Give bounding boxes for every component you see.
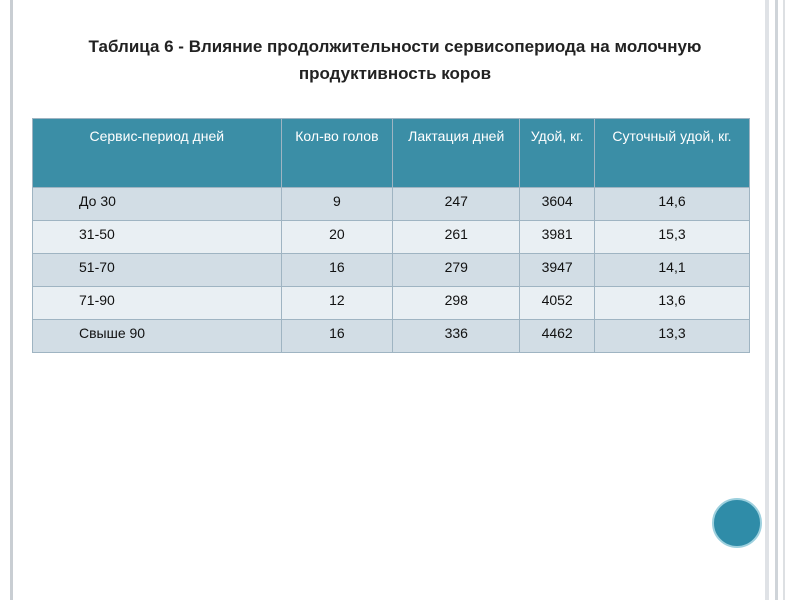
table-cell: 71-90	[32, 286, 282, 320]
table-cell: 3604	[519, 187, 595, 221]
table-cell: 16	[280, 253, 394, 287]
table-cell: 15,3	[594, 220, 750, 254]
table-cell: 12	[280, 286, 394, 320]
table-cell: 247	[392, 187, 521, 221]
table-cell: 261	[392, 220, 521, 254]
table-cell: 14,6	[594, 187, 750, 221]
table-cell: До 30	[32, 187, 282, 221]
table-cell: 14,1	[594, 253, 750, 287]
table-body: До 30 9 247 3604 14,6 31-50 20 261 3981 15,3 51-70…	[32, 187, 750, 353]
column-header: Лактация дней	[392, 118, 521, 188]
table-row: До 30 9 247 3604 14,6	[32, 187, 750, 221]
table-cell: 13,3	[594, 319, 750, 353]
table-cell: 31-50	[32, 220, 282, 254]
table-cell: 298	[392, 286, 521, 320]
table-cell: 3947	[519, 253, 595, 287]
table-cell: 13,6	[594, 286, 750, 320]
table-row: 71-90 12 298 4052 13,6	[32, 286, 750, 320]
table-cell: 20	[280, 220, 394, 254]
decor-circle	[712, 498, 762, 548]
frame-line	[10, 0, 13, 600]
table-row: Свыше 90 16 336 4462 13,3	[32, 319, 750, 353]
table-cell: 4462	[519, 319, 595, 353]
frame-line	[765, 0, 769, 600]
table-cell: 4052	[519, 286, 595, 320]
frame-line	[783, 0, 785, 600]
column-header: Суточный удой, кг.	[594, 118, 750, 188]
column-header: Сервис-период дней	[32, 118, 282, 188]
table-row: 51-70 16 279 3947 14,1	[32, 253, 750, 287]
column-header: Кол-во голов	[280, 118, 394, 188]
table-cell: 279	[392, 253, 521, 287]
table-cell: Свыше 90	[32, 319, 282, 353]
header-row: Сервис-период дней Кол-во голов Лактация д…	[32, 118, 750, 188]
slide-title: Таблица 6 - Влияние продолжительности се…	[88, 37, 702, 83]
data-table: Сервис-период дней Кол-во голов Лактация д…	[32, 118, 750, 353]
frame-line	[775, 0, 778, 600]
column-header: Удой, кг.	[519, 118, 595, 188]
slide-title-box: Таблица 6 - Влияние продолжительности се…	[30, 33, 760, 87]
table-row: 31-50 20 261 3981 15,3	[32, 220, 750, 254]
table-cell: 3981	[519, 220, 595, 254]
table-cell: 16	[280, 319, 394, 353]
table-cell: 51-70	[32, 253, 282, 287]
table-cell: 9	[280, 187, 394, 221]
table-cell: 336	[392, 319, 521, 353]
